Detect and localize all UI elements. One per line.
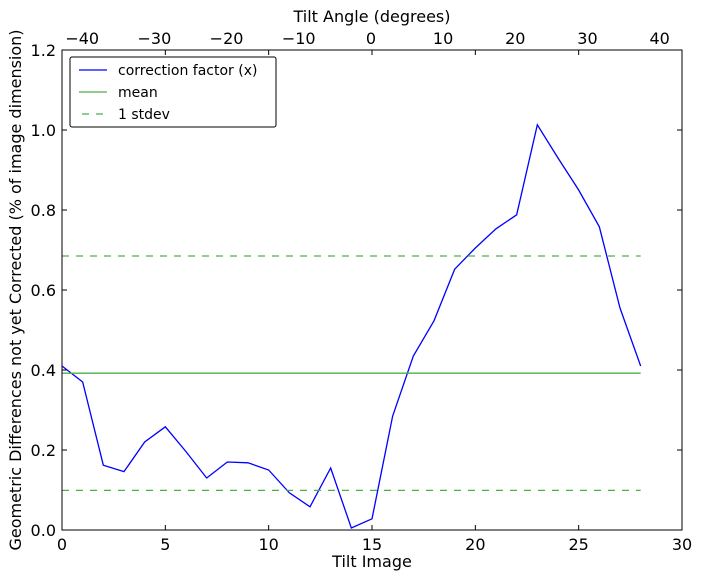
y-tick-label: 1.0 — [31, 121, 56, 140]
x-tick-label: 0 — [57, 535, 67, 554]
top-x-tick-label: 30 — [577, 29, 597, 48]
top-x-tick-label: −20 — [210, 29, 244, 48]
top-x-tick-label: 20 — [505, 29, 525, 48]
top-x-axis-label: Tilt Angle (degrees) — [292, 7, 450, 26]
legend-label-mean: mean — [118, 85, 158, 101]
top-x-tick-label: −30 — [138, 29, 172, 48]
y-tick-label: 0.6 — [31, 281, 56, 300]
x-axis-label: Tilt Image — [331, 552, 412, 571]
y-axis-label: Geometric Differences not yet Corrected … — [6, 29, 25, 550]
legend: correction factor (x) mean 1 stdev — [70, 57, 276, 127]
x-tick-label: 30 — [672, 535, 692, 554]
top-x-tick-label: 40 — [649, 29, 669, 48]
top-x-tick-label: 10 — [433, 29, 453, 48]
x-tick-label: 10 — [258, 535, 278, 554]
series-line-correction-factor-x — [62, 125, 641, 528]
y-tick-label: 1.2 — [31, 41, 56, 60]
x-tick-label: 25 — [568, 535, 588, 554]
top-x-tick-label: −40 — [65, 29, 99, 48]
legend-label-correction: correction factor (x) — [118, 63, 257, 79]
y-tick-label: 0.0 — [31, 521, 56, 540]
legend-label-stdev: 1 stdev — [118, 107, 170, 123]
top-x-tick-label: −10 — [282, 29, 316, 48]
y-tick-label: 0.8 — [31, 201, 56, 220]
x-tick-label: 5 — [160, 535, 170, 554]
y-tick-label: 0.2 — [31, 441, 56, 460]
y-tick-label: 0.4 — [31, 361, 56, 380]
x-tick-label: 20 — [465, 535, 485, 554]
top-x-tick-label: 0 — [366, 29, 376, 48]
